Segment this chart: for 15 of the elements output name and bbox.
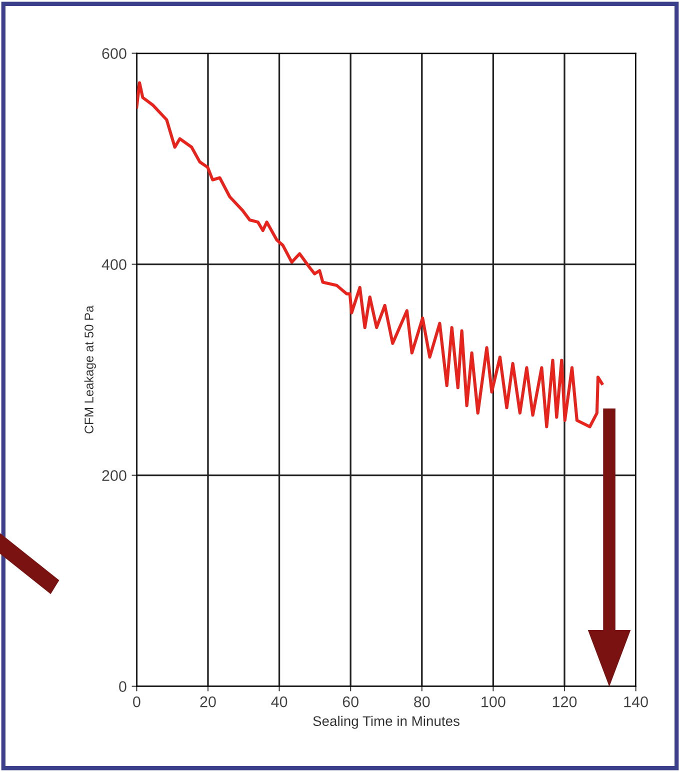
x-tick-label: 20 (200, 696, 216, 708)
x-tick-label: 100 (482, 696, 506, 708)
y-tick-label: 400 (102, 259, 126, 270)
x-tick-label: 120 (552, 696, 577, 708)
x-tick-label: 0 (133, 696, 140, 708)
x-tick-label: 80 (414, 696, 430, 708)
y-tick-label: 0 (119, 681, 126, 692)
y-tick-label: 200 (102, 470, 126, 481)
x-tick-label: 40 (271, 696, 288, 708)
x-tick-label: 140 (624, 696, 648, 708)
line-series (136, 81, 604, 428)
x-axis-title: Sealing Time in Minutes (313, 716, 460, 729)
y-tick-label: 600 (102, 48, 126, 59)
x-tick-label: 60 (342, 696, 358, 708)
y-axis-title: CFM Leakage at 50 Pa (84, 306, 96, 434)
